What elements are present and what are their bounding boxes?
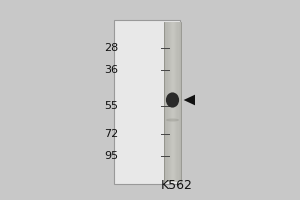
Bar (168, 22, 169, 182)
Bar (174, 22, 175, 182)
Text: 95: 95 (104, 151, 118, 161)
Polygon shape (184, 95, 195, 105)
Bar (173, 22, 174, 182)
Ellipse shape (166, 118, 179, 121)
Text: K562: K562 (160, 179, 192, 192)
Bar (165, 22, 166, 182)
Bar (172, 22, 173, 182)
Ellipse shape (166, 92, 179, 108)
Text: 28: 28 (104, 43, 118, 53)
Bar (178, 22, 180, 182)
Bar (170, 22, 171, 182)
Bar (169, 22, 170, 182)
Text: 72: 72 (104, 129, 118, 139)
Bar (114, 20, 180, 184)
Text: 36: 36 (104, 65, 118, 75)
Bar (180, 22, 181, 182)
Bar (171, 22, 172, 182)
Bar (164, 22, 165, 182)
Bar (176, 22, 178, 182)
Bar (167, 22, 168, 182)
Text: 55: 55 (104, 101, 118, 111)
Bar (175, 22, 176, 182)
